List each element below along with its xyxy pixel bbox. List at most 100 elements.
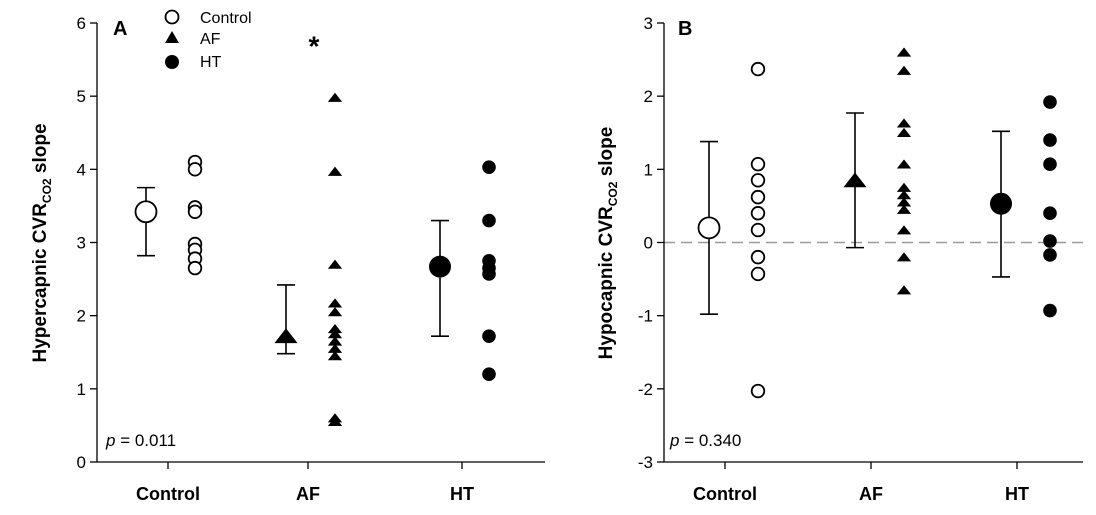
panel-b-p-value: p = 0.340 [669, 431, 741, 450]
panel-a-data-point [187, 204, 203, 219]
panel-b-category-label: AF [859, 484, 883, 504]
panel-a-category-label: AF [296, 484, 320, 504]
panel-a-y-tick-label: 1 [77, 380, 86, 399]
panel-a-data-point [187, 260, 203, 276]
panel-b-data-point [896, 127, 912, 138]
legend-af-marker [165, 31, 179, 43]
panel-b-y-tick-label: 2 [644, 87, 653, 106]
panel-b-y-tick-label: -2 [638, 380, 653, 399]
legend: Control AF HT [164, 9, 252, 71]
panel-b-data-point [750, 157, 766, 172]
panel-b-y-tick-label: 0 [644, 234, 653, 253]
panel-b-data-point [750, 249, 766, 265]
panel-b-y-tick-label: -1 [638, 307, 653, 326]
panel-a-data-point [327, 298, 343, 308]
panel-a-data-point [327, 259, 343, 269]
panel-a-y-tick-label: 3 [77, 234, 86, 253]
panel-b-data-point [896, 190, 912, 200]
panel-b-data-point [896, 47, 912, 57]
panel-a-data-point [327, 351, 343, 361]
panel-a: A Hypercapnic CVRCO2 slope p = 0.011 [30, 18, 176, 450]
panel-a-p-value: p = 0.011 [105, 431, 176, 450]
panel-b: B Hypocapnic CVRCO2 slope p = 0.340 [596, 18, 741, 450]
panel-b-data-point [1043, 95, 1057, 109]
panel-b-y-tick-label: 1 [644, 160, 653, 179]
panel-a-data-point [482, 367, 496, 382]
panel-b-data-point [750, 61, 766, 77]
panel-a-category-label: HT [450, 484, 474, 504]
panel-a-y-tick-label: 2 [77, 307, 86, 326]
panel-b-data-point [750, 173, 766, 188]
panel-b-y-axis-label: Hypocapnic CVRCO2 slope [596, 127, 620, 360]
panel-a-data-point [482, 213, 496, 228]
legend-control-marker [164, 9, 180, 25]
panel-b-data-point [1043, 248, 1057, 262]
panel-b-data-point [896, 182, 912, 192]
panel-a-summary-marker [134, 200, 158, 224]
panel-b-data-point [1043, 303, 1057, 318]
panel-a-data-point [327, 329, 343, 339]
panel-b-y-axis-label-suffix: slope [596, 127, 617, 182]
legend-ht-label: HT [200, 54, 222, 71]
panel-b-p-text: = 0.340 [679, 431, 741, 450]
panel-b-label: B [678, 18, 692, 40]
panel-a-data-point [327, 92, 343, 102]
panel-b-category-label: HT [1005, 484, 1029, 504]
panel-b-data-point [750, 206, 766, 221]
panel-b-data-point [896, 118, 912, 128]
panel-b-y-tick-label: 3 [644, 14, 653, 33]
panel-a-y-tick-label: 4 [77, 160, 86, 179]
panel-b-data-point [750, 222, 766, 238]
panel-a-data-point [187, 162, 203, 177]
panel-b-summary-marker [843, 172, 867, 188]
panel-b-category-label: Control [693, 484, 757, 504]
panel-b-data-point [750, 266, 766, 282]
legend-af-label: AF [200, 31, 221, 48]
panel-a-category-label: Control [136, 484, 200, 504]
panel-a-y-tick-label: 5 [77, 87, 86, 106]
panel-b-p-symbol: p [669, 431, 679, 450]
panel-a-plot: 0 1 2 3 4 5 6 Control AF HT [77, 14, 545, 504]
panel-a-summary-marker [429, 255, 451, 278]
panel-b-data-point [896, 197, 912, 207]
panel-b-data-point [896, 252, 912, 262]
panel-b-y-axis-label-main: Hypocapnic CVR [596, 206, 617, 359]
panel-a-data-point [327, 307, 343, 317]
panel-b-data-point [750, 189, 766, 205]
panel-b-data-point [1043, 157, 1057, 172]
panel-a-y-axis-label: Hypercapnic CVRCO2 slope [30, 123, 54, 362]
panel-b-summary-marker [697, 216, 721, 240]
panel-b-data-point [896, 225, 912, 235]
panel-a-data-point [327, 343, 343, 353]
panel-a-data-point [327, 416, 343, 427]
panel-b-y-axis-label-subscript: CO2 [606, 181, 620, 206]
panel-a-data-point [482, 267, 496, 281]
legend-control-label: Control [200, 10, 252, 27]
panel-a-y-axis-label-suffix: slope [30, 123, 51, 178]
panel-a-p-symbol: p [105, 431, 115, 450]
panel-a-y-tick-label: 0 [77, 453, 86, 472]
legend-ht-marker [165, 55, 179, 69]
panel-b-data-point [896, 204, 912, 214]
panel-a-data-point [327, 166, 343, 176]
panel-b-data-point [1043, 206, 1057, 221]
panel-b-data-point [896, 285, 912, 295]
panel-b-y-tick-label: -3 [638, 453, 653, 472]
panel-a-data-point [482, 329, 496, 343]
panel-b-data-point [896, 159, 912, 169]
panel-b-data-point [750, 383, 766, 399]
panel-b-data-point [1043, 234, 1057, 248]
panel-a-data-point [327, 336, 343, 346]
panel-a-summary-marker [274, 328, 298, 344]
panel-a-y-tick-label: 6 [77, 14, 86, 33]
panel-b-data-point [896, 65, 912, 75]
panel-a-y-axis-label-main: Hypercapnic CVR [30, 203, 51, 363]
panel-b-plot: -3 -2 -1 0 1 2 3 Control AF HT [638, 14, 1083, 504]
significance-asterisk: * [309, 31, 320, 62]
panel-b-data-point [1043, 133, 1057, 147]
panel-b-summary-marker [990, 192, 1012, 215]
panel-a-data-point [482, 160, 496, 174]
panel-a-p-text: = 0.011 [115, 431, 176, 450]
